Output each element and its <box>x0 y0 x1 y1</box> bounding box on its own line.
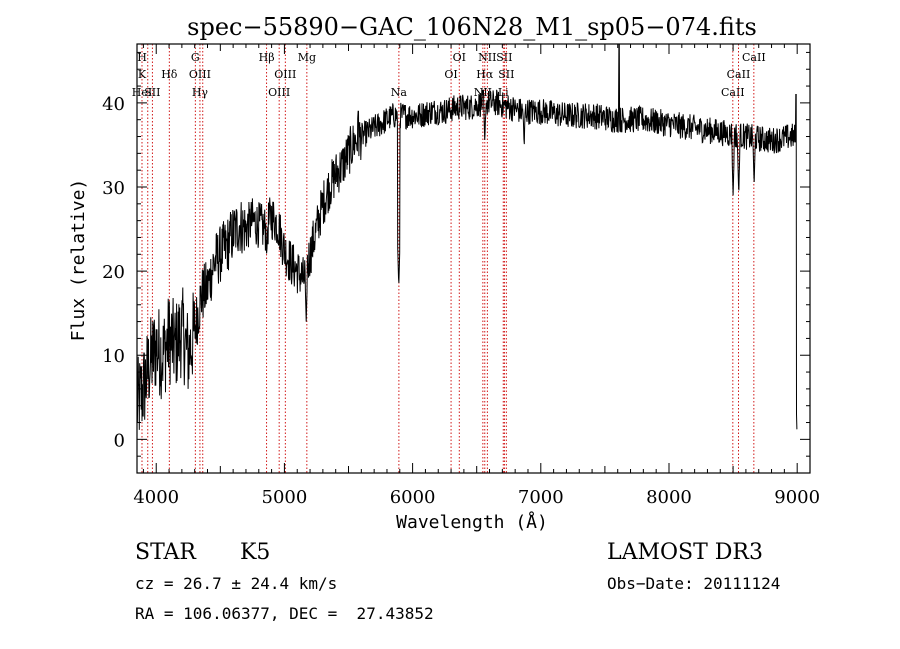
obs-date: Obs−Date: 20111124 <box>607 574 781 593</box>
chart-title: spec−55890−GAC_106N28_M1_sp05−074.fits <box>187 13 757 41</box>
x-tick-label: 6000 <box>390 487 436 508</box>
line-label: SII <box>496 51 512 64</box>
survey-name: LAMOST DR3 <box>607 540 763 565</box>
line-label: CaII <box>721 86 745 99</box>
y-tick-label: 20 <box>102 262 125 283</box>
x-tick-label: 4000 <box>133 487 179 508</box>
y-axis-label: Flux (relative) <box>68 179 89 342</box>
y-tick-label: 10 <box>102 346 125 367</box>
line-label: K <box>138 68 147 81</box>
spectrum-group <box>136 43 798 430</box>
plot-frame <box>136 43 811 474</box>
y-tick-label: 0 <box>114 430 125 451</box>
line-label: Hα <box>476 68 494 81</box>
line-label: CaII <box>727 68 751 81</box>
y-tick-label: 40 <box>102 94 125 115</box>
line-label: CaII <box>742 51 766 64</box>
line-label: Li <box>498 86 509 99</box>
line-label: Mg <box>298 51 316 64</box>
spectrum-line <box>136 43 798 430</box>
x-tick-label: 8000 <box>646 487 692 508</box>
line-label: SII <box>498 68 514 81</box>
axes: 4000 5000 6000 7000 8000 9000 0 10 20 30 40 <box>102 43 820 508</box>
line-label: OIII <box>189 68 211 81</box>
object-class: STAR <box>135 540 196 565</box>
x-tick-label: 5000 <box>262 487 308 508</box>
x-tick-label: 9000 <box>774 487 820 508</box>
y-tick-label: 30 <box>102 178 125 199</box>
line-label: NII <box>478 51 496 64</box>
line-label: H <box>137 51 147 64</box>
line-label: OIII <box>274 68 296 81</box>
line-label: OIII <box>268 86 290 99</box>
line-label: OI <box>453 51 466 64</box>
x-tick-label: 7000 <box>518 487 564 508</box>
line-label: Na <box>391 86 408 99</box>
line-label: Hβ <box>259 51 275 64</box>
coordinates: RA = 106.06377, DEC = 27.43852 <box>135 604 434 623</box>
line-label: Hγ <box>192 86 209 99</box>
line-label: OI <box>444 68 457 81</box>
x-axis-label: Wavelength (Å) <box>396 511 548 533</box>
line-label: Hδ <box>161 68 178 81</box>
line-label: SII <box>144 86 160 99</box>
redshift-readout: cz = 26.7 ± 24.4 km/s <box>135 574 338 593</box>
line-label: G <box>191 51 200 64</box>
subclass: K5 <box>240 540 271 565</box>
